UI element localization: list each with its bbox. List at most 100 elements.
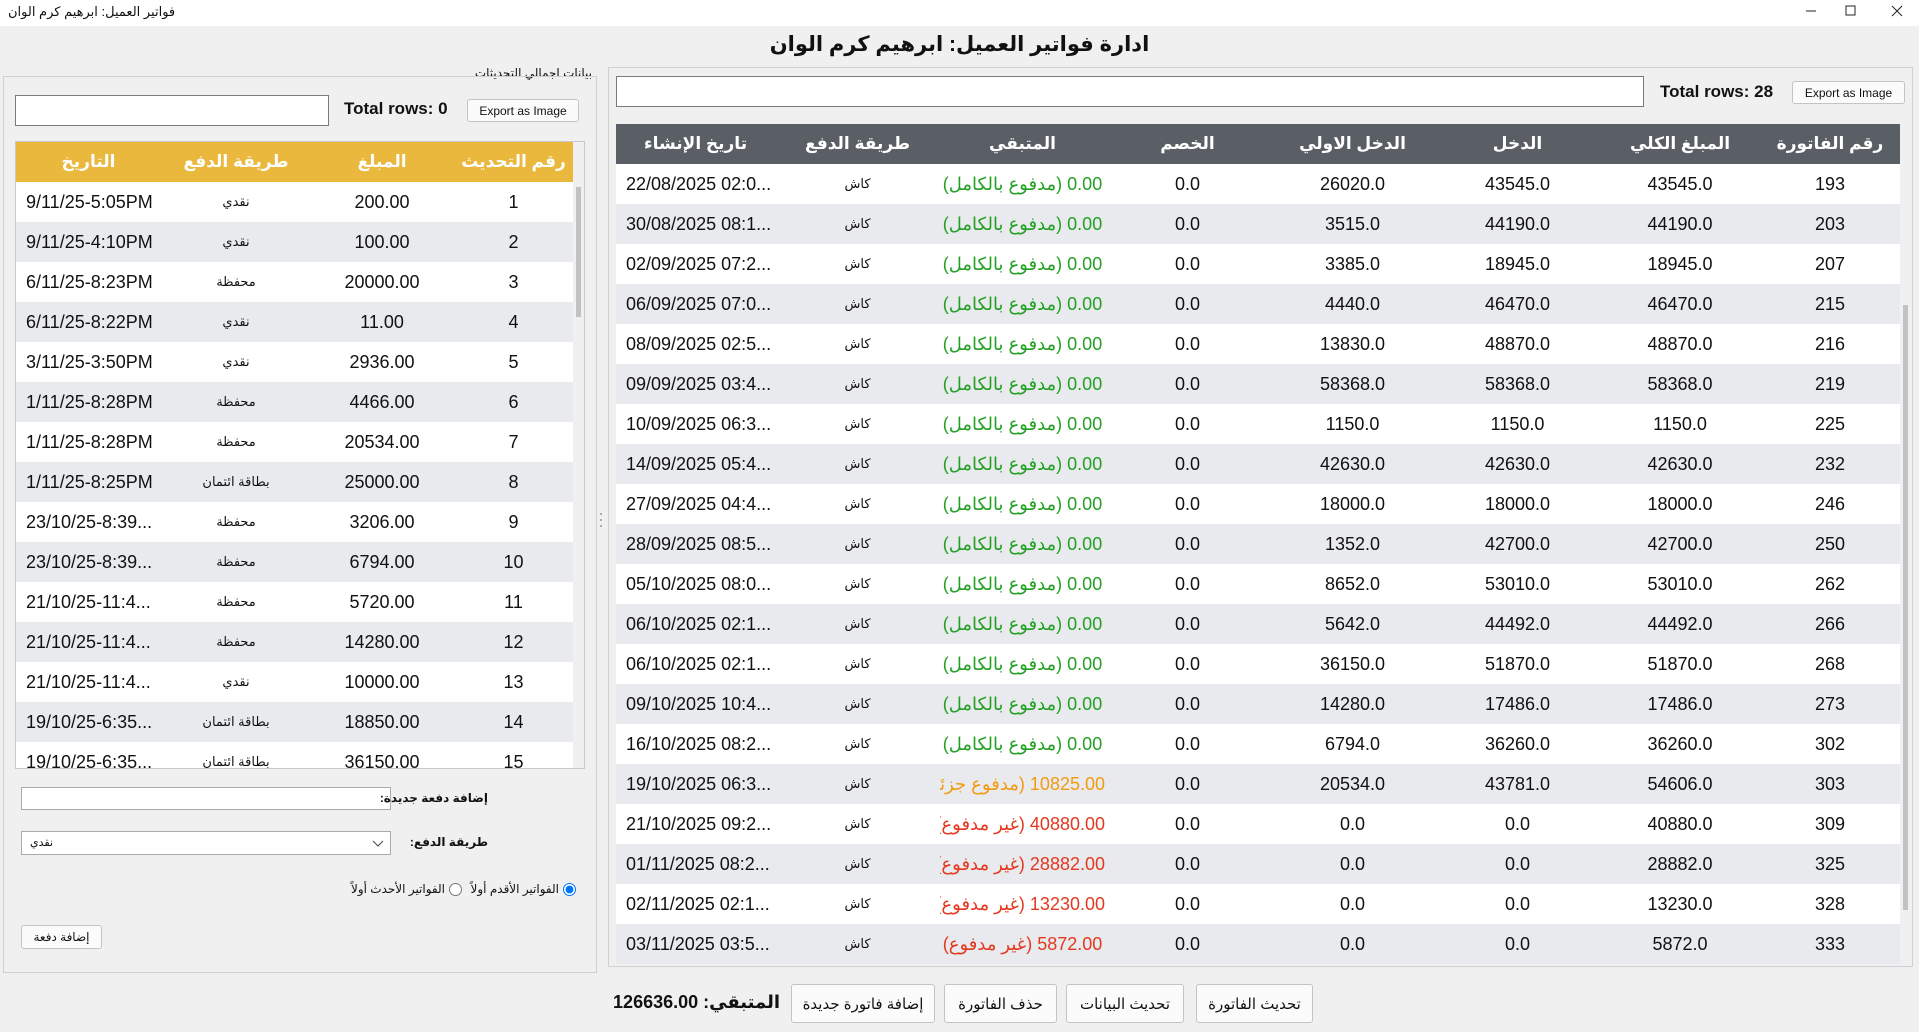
table-row[interactable]: 13 10000.00 نقدي 21/10/25-11:4...	[16, 662, 574, 702]
export-button[interactable]: Export as Image	[1792, 81, 1905, 104]
table-cell: كاش	[775, 204, 940, 244]
table-row[interactable]: 3 20000.00 محفظة 6/11/25-8:23PM	[16, 262, 574, 302]
table-cell: 6794.0	[1270, 724, 1435, 764]
remaining-total: المتبقي: 126636.00	[613, 992, 780, 1012]
table-cell: 0.0	[1105, 364, 1270, 404]
table-row[interactable]: 193 43545.0 43545.0 26020.0 0.0 0.00 (مدفوع ب…	[616, 164, 1900, 204]
table-cell: 193	[1760, 164, 1900, 204]
table-cell: 3385.0	[1270, 244, 1435, 284]
table-cell: 25000.00	[311, 462, 453, 502]
payment-method-select[interactable]: نقدي	[21, 831, 391, 855]
table-row[interactable]: 302 36260.0 36260.0 6794.0 0.0 0.00 (مدفوع با…	[616, 724, 1900, 764]
table-row[interactable]: 12 14280.00 محفظة 21/10/25-11:4...	[16, 622, 574, 662]
table-row[interactable]: 273 17486.0 17486.0 14280.0 0.0 0.00 (مدفوع ب…	[616, 684, 1900, 724]
table-cell: 0.0	[1105, 404, 1270, 444]
table-cell: 19/10/25-6:35...	[16, 742, 161, 768]
table-row[interactable]: 225 1150.0 1150.0 1150.0 0.0 0.00 (مدفوع بالك…	[616, 404, 1900, 444]
table-cell: 0.00 (مدفوع بالكامل)	[940, 604, 1105, 644]
table-row[interactable]: 266 44492.0 44492.0 5642.0 0.0 0.00 (مدفوع با…	[616, 604, 1900, 644]
footer-button[interactable]: إضافة فاتورة جديدة	[791, 984, 935, 1023]
footer-button[interactable]: حذف الفاتورة	[944, 984, 1057, 1023]
table-cell: 0.0	[1105, 644, 1270, 684]
table-cell: 0.0	[1105, 604, 1270, 644]
table-cell: 17486.0	[1435, 684, 1600, 724]
table-row[interactable]: 1 200.00 نقدي 9/11/25-5:05PM	[16, 182, 574, 222]
table-cell: 0.00 (مدفوع بالكامل)	[940, 444, 1105, 484]
search-input[interactable]	[15, 95, 329, 126]
table-cell: 0.0	[1105, 684, 1270, 724]
new-payment-input[interactable]	[21, 787, 391, 810]
splitter-handle[interactable]	[598, 510, 604, 530]
scrollbar[interactable]	[1901, 165, 1910, 965]
table-row[interactable]: 215 46470.0 46470.0 4440.0 0.0 0.00 (مدفوع با…	[616, 284, 1900, 324]
table-cell: محفظة	[161, 502, 311, 542]
radio-newest[interactable]: الفواتير الأحدث أولاً	[347, 882, 462, 896]
table-cell: 13230.00 (غير مدفوع)...	[940, 884, 1105, 924]
table-row[interactable]: 15 36150.00 بطاقة ائتمان 19/10/25-6:35...	[16, 742, 574, 768]
column-header: التاريخ	[16, 142, 161, 182]
table-row[interactable]: 303 54606.0 43781.0 20534.0 0.0 10825.00 (مدف…	[616, 764, 1900, 804]
table-row[interactable]: 6 4466.00 محفظة 1/11/25-8:28PM	[16, 382, 574, 422]
scroll-thumb[interactable]	[576, 187, 581, 317]
table-cell: 36260.0	[1600, 724, 1760, 764]
table-cell: 0.00 (مدفوع بالكامل)	[940, 364, 1105, 404]
table-row[interactable]: 5 2936.00 نقدي 3/11/25-3:50PM	[16, 342, 574, 382]
table-cell: 3206.00	[311, 502, 453, 542]
table-cell: بطاقة ائتمان	[161, 742, 311, 768]
table-cell: 1150.0	[1435, 404, 1600, 444]
table-row[interactable]: 232 42630.0 42630.0 42630.0 0.0 0.00 (مدفوع ب…	[616, 444, 1900, 484]
table-cell: 219	[1760, 364, 1900, 404]
table-cell: 58368.0	[1600, 364, 1760, 404]
table-row[interactable]: 14 18850.00 بطاقة ائتمان 19/10/25-6:35...	[16, 702, 574, 742]
table-cell: 0.0	[1105, 204, 1270, 244]
maximize-icon[interactable]	[1845, 5, 1856, 16]
table-cell: 273	[1760, 684, 1900, 724]
table-cell: محفظة	[161, 382, 311, 422]
table-row[interactable]: 4 11.00 نقدي 6/11/25-8:22PM	[16, 302, 574, 342]
table-cell: 18000.0	[1600, 484, 1760, 524]
table-row[interactable]: 11 5720.00 محفظة 21/10/25-11:4...	[16, 582, 574, 622]
table-row[interactable]: 219 58368.0 58368.0 58368.0 0.0 0.00 (مدفوع ب…	[616, 364, 1900, 404]
table-row[interactable]: 216 48870.0 48870.0 13830.0 0.0 0.00 (مدفوع ب…	[616, 324, 1900, 364]
table-row[interactable]: 207 18945.0 18945.0 3385.0 0.0 0.00 (مدفوع با…	[616, 244, 1900, 284]
table-cell: 1/11/25-8:25PM	[16, 462, 161, 502]
table-row[interactable]: 2 100.00 نقدي 9/11/25-4:10PM	[16, 222, 574, 262]
table-cell: 0.0	[1105, 724, 1270, 764]
radio-oldest[interactable]: الفواتير الأقدم أولاً	[466, 882, 576, 896]
table-cell: 14/09/2025 05:4...	[616, 444, 775, 484]
table-row[interactable]: 333 5872.0 0.0 0.0 0.0 5872.00 (غير مدفوع) كاش…	[616, 924, 1900, 964]
table-cell: كاش	[775, 724, 940, 764]
table-cell: 0.0	[1105, 324, 1270, 364]
table-cell: كاش	[775, 844, 940, 884]
radio-button[interactable]	[449, 882, 462, 896]
table-row[interactable]: 8 25000.00 بطاقة ائتمان 1/11/25-8:25PM	[16, 462, 574, 502]
add-payment-button[interactable]: إضافة دفعة	[21, 925, 102, 949]
footer-button[interactable]: تحديث البيانات	[1066, 984, 1184, 1023]
table-row[interactable]: 262 53010.0 53010.0 8652.0 0.0 0.00 (مدفوع با…	[616, 564, 1900, 604]
table-row[interactable]: 203 44190.0 44190.0 3515.0 0.0 0.00 (مدفوع با…	[616, 204, 1900, 244]
table-row[interactable]: 7 20534.00 محفظة 1/11/25-8:28PM	[16, 422, 574, 462]
export-button[interactable]: Export as Image	[467, 99, 579, 122]
table-row[interactable]: 10 6794.00 محفظة 23/10/25-8:39...	[16, 542, 574, 582]
table-cell: 0.0	[1435, 924, 1600, 964]
table-cell: 1/11/25-8:28PM	[16, 382, 161, 422]
table-cell: 42630.0	[1270, 444, 1435, 484]
radio-button[interactable]	[563, 882, 576, 896]
search-input[interactable]	[616, 76, 1644, 107]
footer-button[interactable]: تحديث الفاتورة	[1196, 984, 1313, 1023]
table-cell: بطاقة ائتمان	[161, 702, 311, 742]
table-row[interactable]: 246 18000.0 18000.0 18000.0 0.0 0.00 (مدفوع ب…	[616, 484, 1900, 524]
table-row[interactable]: 250 42700.0 42700.0 1352.0 0.0 0.00 (مدفوع با…	[616, 524, 1900, 564]
scrollbar[interactable]	[573, 142, 584, 768]
table-cell: 44492.0	[1435, 604, 1600, 644]
close-icon[interactable]	[1891, 5, 1903, 17]
table-cell: 42700.0	[1600, 524, 1760, 564]
scroll-thumb[interactable]	[1903, 305, 1908, 910]
select-value: نقدي	[30, 837, 54, 849]
table-row[interactable]: 268 51870.0 51870.0 36150.0 0.0 0.00 (مدفوع ب…	[616, 644, 1900, 684]
table-cell: بطاقة ائتمان	[161, 462, 311, 502]
table-row[interactable]: 9 3206.00 محفظة 23/10/25-8:39...	[16, 502, 574, 542]
